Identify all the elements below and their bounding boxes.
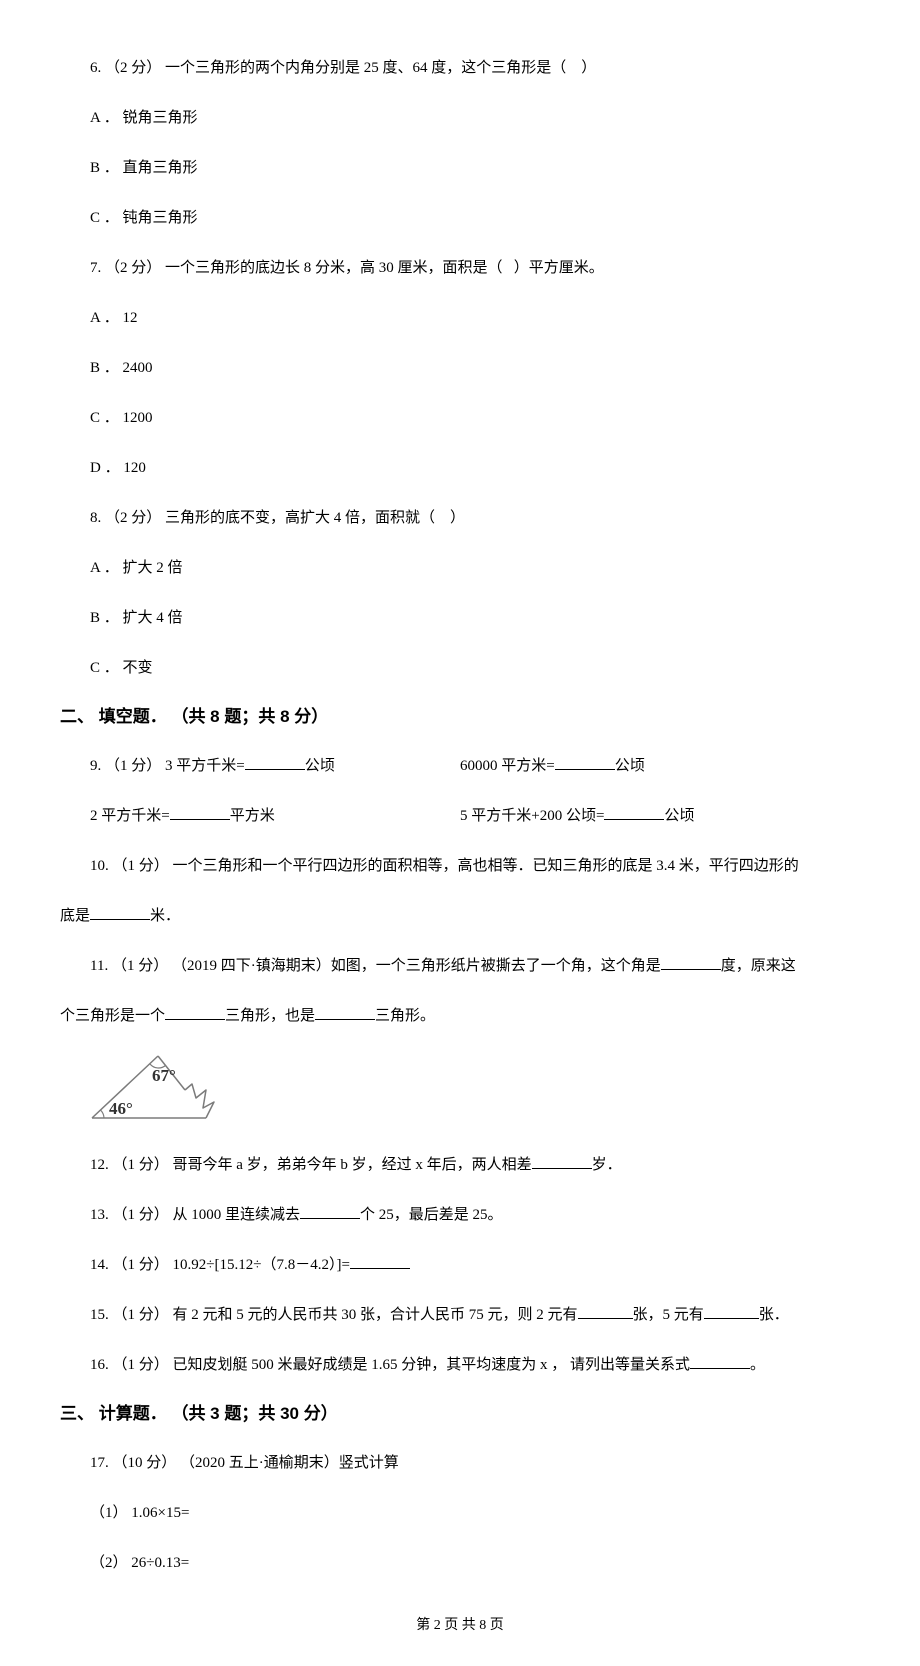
blank [555, 754, 615, 771]
q11-line2-post: 三角形。 [375, 1008, 435, 1024]
q10-line2-pre: 底是 [60, 908, 90, 924]
q9-b2-post: 公顷 [664, 808, 694, 824]
blank [165, 1004, 225, 1021]
q7-option-d: D ． 120 [60, 450, 860, 486]
q6-option-b: B ． 直角三角形 [60, 150, 860, 186]
q7-option-a: A ． 12 [60, 300, 860, 336]
question-8: 8. （2 分） 三角形的底不变，高扩大 4 倍，面积就（ ） [60, 500, 860, 536]
q7-option-c: C ． 1200 [60, 400, 860, 436]
question-13: 13. （1 分） 从 1000 里连续减去 个 25，最后差是 25。 [60, 1197, 860, 1233]
blank [578, 1302, 633, 1319]
blank [604, 804, 664, 821]
question-11-line2: 个三角形是一个 三角形，也是 三角形。 [60, 998, 860, 1034]
q9-a1-post: 公顷 [305, 758, 335, 774]
q8-option-b: B ． 扩大 4 倍 [60, 600, 860, 636]
triangle-figure: 67° 46° [88, 1048, 860, 1131]
q7-stem-post: ）平方厘米。 [514, 260, 604, 276]
page-footer: 第 2 页 共 8 页 [60, 1615, 860, 1636]
question-12: 12. （1 分） 哥哥今年 a 岁，弟弟今年 b 岁，经过 x 年后，两人相差… [60, 1147, 860, 1183]
q6-stem-post: ） [581, 60, 596, 76]
q15-mid: 张，5 元有 [633, 1307, 704, 1323]
q9-b1-post: 平方米 [230, 808, 275, 824]
blank [704, 1302, 759, 1319]
blank [661, 954, 721, 971]
q11-line1-pre: 11. （1 分） （2019 四下·镇海期末）如图，一个三角形纸片被撕去了一个… [90, 958, 661, 974]
q7-stem-pre: 7. （2 分） 一个三角形的底边长 8 分米，高 30 厘米，面积是（ [90, 260, 503, 276]
q8-stem-post: ） [450, 510, 465, 526]
blank [315, 1004, 375, 1021]
q11-line1-post: 度，原来这 [721, 958, 796, 974]
blank [300, 1202, 360, 1219]
q17-sub2: （2） 26÷0.13= [60, 1545, 860, 1581]
question-10-line1: 10. （1 分） 一个三角形和一个平行四边形的面积相等，高也相等．已知三角形的… [60, 848, 860, 884]
q15-pre: 15. （1 分） 有 2 元和 5 元的人民币共 30 张，合计人民币 75 … [90, 1307, 578, 1323]
q8-option-a: A ． 扩大 2 倍 [60, 550, 860, 586]
q6-option-c: C ． 钝角三角形 [60, 200, 860, 236]
section-3-heading: 三、 计算题． （共 3 题；共 30 分） [60, 1397, 860, 1431]
question-11-line1: 11. （1 分） （2019 四下·镇海期末）如图，一个三角形纸片被撕去了一个… [60, 948, 860, 984]
q15-post: 张． [759, 1307, 789, 1323]
question-7: 7. （2 分） 一个三角形的底边长 8 分米，高 30 厘米，面积是（ ）平方… [60, 250, 860, 286]
q9-a2-pre: 60000 平方米= [460, 758, 555, 774]
question-6: 6. （2 分） 一个三角形的两个内角分别是 25 度、64 度，这个三角形是（… [60, 50, 860, 86]
q16-post: 。 [750, 1357, 765, 1373]
blank [170, 804, 230, 821]
question-9-row1: 9. （1 分） 3 平方千米= 公顷 60000 平方米= 公顷 [60, 748, 860, 784]
question-16: 16. （1 分） 已知皮划艇 500 米最好成绩是 1.65 分钟，其平均速度… [60, 1347, 860, 1383]
q7-option-b: B ． 2400 [60, 350, 860, 386]
question-14: 14. （1 分） 10.92÷[15.12÷（7.8－4.2）]= [60, 1247, 860, 1283]
q8-option-c: C ． 不变 [60, 650, 860, 686]
q14-pre: 14. （1 分） 10.92÷[15.12÷（7.8－4.2）]= [90, 1257, 350, 1273]
blank [532, 1152, 592, 1169]
angle-top-label: 67° [152, 1066, 176, 1085]
q13-pre: 13. （1 分） 从 1000 里连续减去 [90, 1207, 300, 1223]
section-2-heading: 二、 填空题． （共 8 题；共 8 分） [60, 700, 860, 734]
question-9-row2: 2 平方千米= 平方米 5 平方千米+200 公顷= 公顷 [60, 798, 860, 834]
blank [245, 754, 305, 771]
q6-stem-pre: 6. （2 分） 一个三角形的两个内角分别是 25 度、64 度，这个三角形是（ [90, 60, 566, 76]
q12-pre: 12. （1 分） 哥哥今年 a 岁，弟弟今年 b 岁，经过 x 年后，两人相差 [90, 1157, 532, 1173]
q9-b2-pre: 5 平方千米+200 公顷= [460, 808, 604, 824]
q9-a2-post: 公顷 [615, 758, 645, 774]
question-17: 17. （10 分） （2020 五上·通榆期末）竖式计算 [60, 1445, 860, 1481]
blank [350, 1252, 410, 1269]
q6-option-a: A ． 锐角三角形 [60, 100, 860, 136]
q11-line2-pre: 个三角形是一个 [60, 1008, 165, 1024]
q9-a1-pre: 9. （1 分） 3 平方千米= [90, 758, 245, 774]
blank [90, 904, 150, 921]
q11-line2-mid: 三角形，也是 [225, 1008, 315, 1024]
q8-stem-pre: 8. （2 分） 三角形的底不变，高扩大 4 倍，面积就（ [90, 510, 435, 526]
question-10-line2: 底是 米． [60, 898, 860, 934]
q17-sub1: （1） 1.06×15= [60, 1495, 860, 1531]
q16-pre: 16. （1 分） 已知皮划艇 500 米最好成绩是 1.65 分钟，其平均速度… [90, 1357, 690, 1373]
q12-post: 岁． [592, 1157, 622, 1173]
blank [690, 1352, 750, 1369]
q13-post: 个 25，最后差是 25。 [360, 1207, 503, 1223]
q9-b1-pre: 2 平方千米= [90, 808, 170, 824]
triangle-svg: 67° 46° [88, 1048, 218, 1123]
q10-line2-post: 米． [150, 908, 180, 924]
angle-left-label: 46° [109, 1099, 133, 1118]
